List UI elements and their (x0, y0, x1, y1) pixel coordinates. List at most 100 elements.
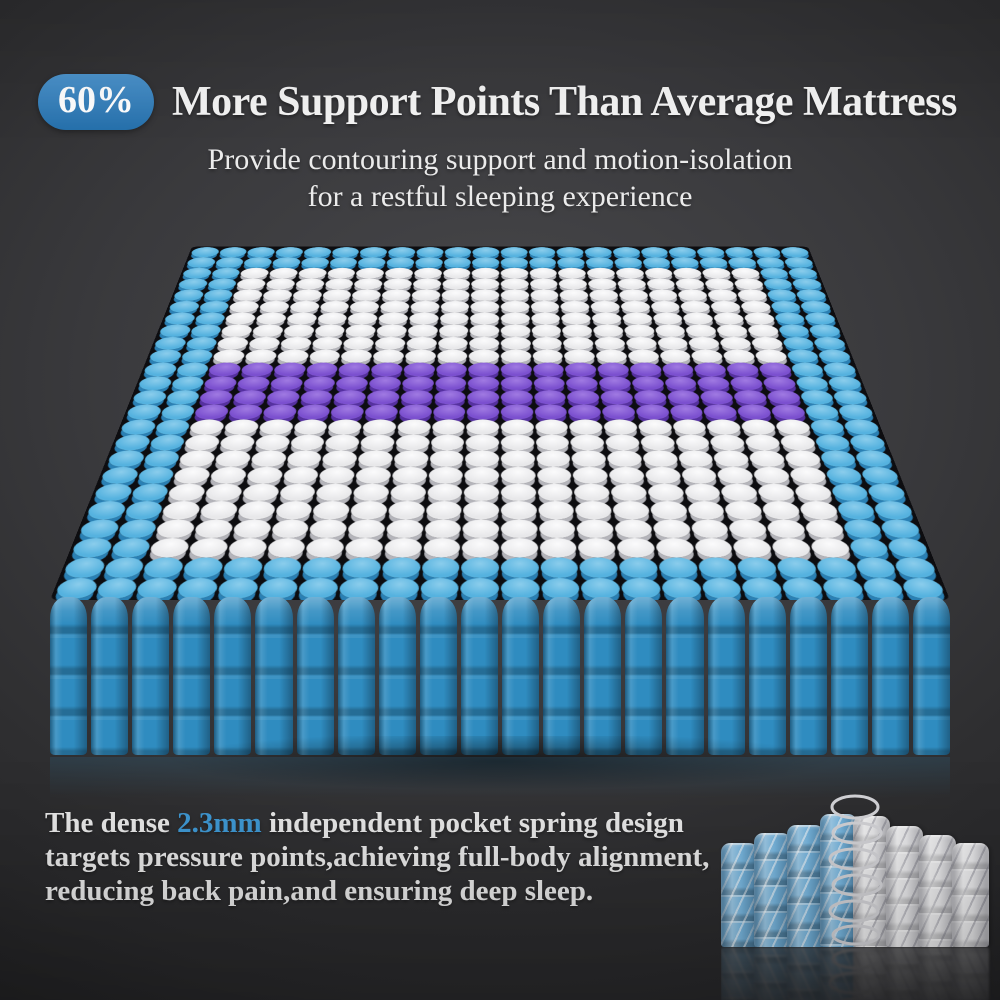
spring-top-blue (118, 419, 158, 435)
front-spring (296, 597, 334, 755)
spring-top-white (658, 349, 692, 363)
spring-top-white (674, 278, 706, 290)
spring-top-purple (202, 376, 239, 391)
spring-top-blue (419, 577, 460, 599)
spring-top-blue (892, 557, 939, 578)
spring-top-white (285, 450, 323, 467)
spring-top-white (560, 300, 591, 313)
spring-top-blue (164, 390, 202, 405)
spring-top-blue (585, 257, 614, 268)
spring-top-white (361, 419, 397, 435)
spring-top-blue (823, 466, 865, 484)
front-spring (912, 597, 951, 755)
spring-top-purple (401, 376, 434, 391)
spring-top-blue (101, 557, 147, 578)
spring-top-white (352, 483, 390, 502)
spring-top-blue (758, 267, 790, 279)
spring-top-blue (700, 577, 744, 599)
subtitle-line-2: for a restful sleeping experience (307, 180, 693, 213)
pocket-springs-figure (721, 794, 997, 1000)
spring-top-white (500, 501, 537, 520)
pocket-springs-group (721, 794, 997, 947)
spring-top-blue (147, 434, 187, 451)
spring-top-white (500, 450, 535, 467)
spring-top-white (243, 349, 278, 363)
spring-top-white (308, 519, 348, 539)
subtitle: Provide contouring support and motion-is… (0, 141, 1000, 215)
spring-top-white (349, 300, 380, 313)
spring-top-white (253, 434, 291, 451)
spring-top-white (587, 278, 618, 290)
spring-top-white (413, 267, 442, 279)
spring-top-white (220, 324, 254, 337)
spring-top-blue (300, 257, 330, 268)
spring-top-white (731, 538, 774, 558)
spring-top-white (683, 483, 722, 502)
spring-top-white (571, 450, 607, 467)
spring-top-white (719, 483, 760, 502)
spring-top-blue (85, 501, 128, 520)
spring-top-blue (500, 577, 540, 599)
spring-top-white (327, 419, 363, 435)
spring-top-white (591, 312, 623, 325)
spring-top-purple (736, 404, 773, 420)
spring-top-blue (129, 483, 171, 502)
spring-top-white (500, 267, 529, 279)
spring-top-white (255, 312, 288, 325)
spring-top-blue (812, 336, 848, 350)
spring-top-white (646, 483, 685, 502)
spring-top-blue (826, 376, 864, 391)
spring-top-white (412, 278, 442, 290)
spring-top-white (469, 336, 500, 350)
front-spring (460, 597, 499, 755)
spring-top-white (765, 519, 807, 539)
spring-top-blue (415, 247, 444, 258)
spring-top-white (729, 267, 761, 279)
spring-top-purple (227, 404, 264, 420)
spring-top-white (305, 538, 346, 558)
front-spring (830, 597, 868, 755)
spring-top-purple (633, 390, 668, 405)
spring-top-blue (642, 257, 672, 268)
pocket-spring-blue (721, 947, 758, 1000)
spring-top-blue (696, 557, 739, 578)
spring-top-blue (755, 257, 786, 268)
spring-top-white (500, 519, 538, 539)
spring-top-blue (414, 257, 443, 268)
spring-top-white (423, 519, 462, 539)
spring-top-white (251, 324, 285, 337)
spring-top-white (592, 324, 624, 337)
spring-top-blue (162, 312, 197, 325)
spring-top-purple (500, 404, 534, 420)
spring-top-blue (357, 257, 387, 268)
spring-top-blue (557, 257, 586, 268)
spring-top-blue (751, 247, 783, 258)
pocket-springs-row (721, 814, 989, 947)
spring-top-blue (106, 450, 147, 467)
spring-top-white (535, 434, 570, 451)
spring-top-blue (773, 312, 807, 325)
spring-top-white (437, 336, 469, 350)
spring-top-blue (878, 519, 923, 539)
spring-top-white (500, 434, 535, 451)
spring-top-white (712, 312, 745, 325)
spring-top-white (808, 538, 852, 558)
spring-top-purple (567, 390, 601, 405)
spring-top-blue (189, 247, 221, 258)
spring-top-blue (799, 300, 833, 313)
spring-top-white (441, 278, 471, 290)
front-spring (173, 597, 211, 755)
spring-top-purple (198, 390, 235, 405)
spring-top-blue (872, 501, 915, 520)
spring-top-purple (533, 390, 567, 405)
spring-top-blue (214, 257, 245, 268)
page-title: More Support Points Than Average Mattres… (172, 79, 957, 125)
spring-top-blue (472, 257, 500, 268)
spring-top-white (618, 289, 649, 301)
spring-top-white (311, 336, 344, 350)
spring-top-white (783, 450, 823, 467)
spring-top-white (577, 538, 617, 558)
spring-top-white (391, 466, 428, 484)
mattress-floor-shadow (35, 736, 965, 814)
spring-top-blue (61, 557, 108, 578)
